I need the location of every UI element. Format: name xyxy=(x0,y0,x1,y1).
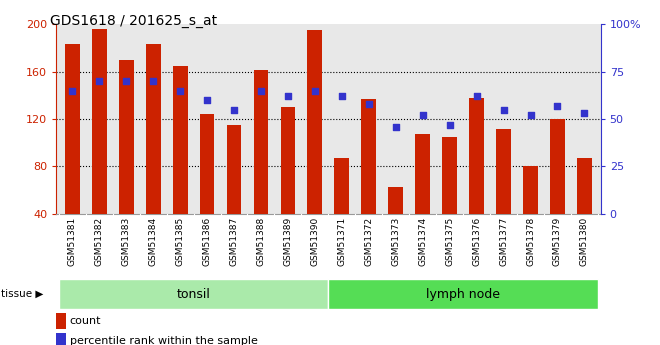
Text: GSM51380: GSM51380 xyxy=(580,217,589,266)
Text: GSM51385: GSM51385 xyxy=(176,217,185,266)
Bar xyxy=(226,125,242,214)
Text: GDS1618 / 201625_s_at: GDS1618 / 201625_s_at xyxy=(50,14,216,28)
Text: GSM51390: GSM51390 xyxy=(310,217,319,266)
Bar xyxy=(550,119,565,214)
Text: GSM51389: GSM51389 xyxy=(283,217,292,266)
Bar xyxy=(329,279,598,309)
Point xyxy=(229,107,240,112)
Text: GSM51378: GSM51378 xyxy=(526,217,535,266)
Text: GSM51386: GSM51386 xyxy=(203,217,212,266)
Text: GSM51377: GSM51377 xyxy=(499,217,508,266)
Text: GSM51387: GSM51387 xyxy=(230,217,238,266)
Text: GSM51388: GSM51388 xyxy=(257,217,265,266)
Bar xyxy=(577,158,592,214)
Point xyxy=(498,107,509,112)
Text: lymph node: lymph node xyxy=(426,288,500,300)
Text: tissue ▶: tissue ▶ xyxy=(1,289,43,299)
Bar xyxy=(92,29,107,214)
Bar xyxy=(415,135,430,214)
Point xyxy=(310,88,320,93)
Point xyxy=(94,78,104,84)
Text: GSM51376: GSM51376 xyxy=(472,217,481,266)
Point xyxy=(148,78,158,84)
Bar xyxy=(308,30,322,214)
Bar xyxy=(523,166,538,214)
Point xyxy=(67,88,78,93)
Text: GSM51384: GSM51384 xyxy=(148,217,158,266)
Bar xyxy=(362,99,376,214)
Bar xyxy=(469,98,484,214)
Point xyxy=(282,93,293,99)
Bar xyxy=(59,279,328,309)
Text: GSM51373: GSM51373 xyxy=(391,217,400,266)
Bar xyxy=(280,107,295,214)
Text: tonsil: tonsil xyxy=(177,288,211,300)
Bar xyxy=(65,44,80,214)
Point xyxy=(391,124,401,129)
Point xyxy=(202,97,213,103)
Text: GSM51375: GSM51375 xyxy=(445,217,454,266)
Point xyxy=(121,78,131,84)
Bar xyxy=(56,313,66,329)
Text: GSM51383: GSM51383 xyxy=(121,217,131,266)
Text: GSM51374: GSM51374 xyxy=(418,217,427,266)
Text: GSM51381: GSM51381 xyxy=(68,217,77,266)
Point xyxy=(579,110,589,116)
Bar xyxy=(56,333,66,345)
Text: GSM51379: GSM51379 xyxy=(553,217,562,266)
Bar xyxy=(442,137,457,214)
Text: GSM51382: GSM51382 xyxy=(95,217,104,266)
Bar xyxy=(335,158,349,214)
Bar xyxy=(146,44,160,214)
Text: percentile rank within the sample: percentile rank within the sample xyxy=(70,336,257,345)
Bar xyxy=(173,66,187,214)
Point xyxy=(175,88,185,93)
Point xyxy=(471,93,482,99)
Point xyxy=(552,103,563,108)
Point xyxy=(337,93,347,99)
Text: count: count xyxy=(70,316,101,326)
Point xyxy=(444,122,455,127)
Text: GSM51372: GSM51372 xyxy=(364,217,374,266)
Point xyxy=(364,101,374,107)
Bar xyxy=(253,70,269,214)
Bar xyxy=(119,60,133,214)
Point xyxy=(525,112,536,118)
Bar xyxy=(199,114,214,214)
Point xyxy=(255,88,266,93)
Bar xyxy=(388,187,403,214)
Text: GSM51371: GSM51371 xyxy=(337,217,346,266)
Bar xyxy=(496,128,511,214)
Point xyxy=(417,112,428,118)
